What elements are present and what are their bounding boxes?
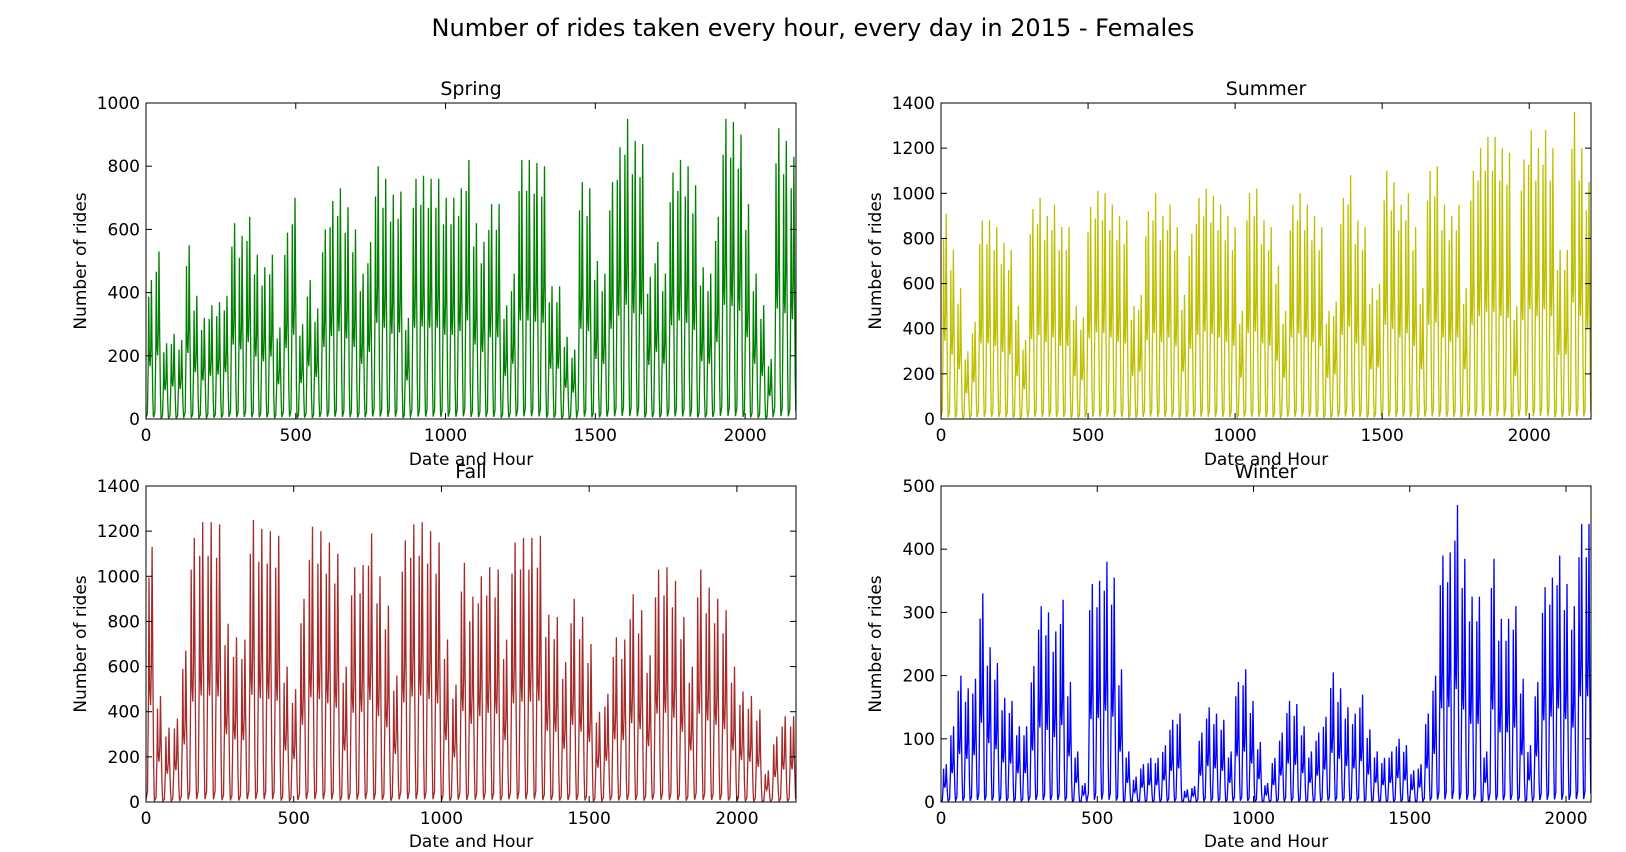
chart-summer-ytick-label: 200 [903, 365, 935, 385]
chart-spring-xtick-label: 1500 [574, 426, 617, 446]
chart-fall-xtick-label: 0 [141, 809, 152, 829]
chart-winter-frame [940, 485, 1592, 803]
chart-summer-ytick-label: 0 [924, 410, 935, 430]
chart-fall-ylabel: Number of rides [71, 575, 91, 712]
chart-spring-ytick-label: 600 [108, 220, 140, 240]
chart-winter-xtick-label: 1000 [1232, 809, 1275, 829]
chart-fall-ytick-label: 800 [108, 612, 140, 632]
chart-spring-title: Spring [440, 78, 501, 100]
chart-summer-ytick-label: 400 [903, 320, 935, 340]
chart-summer-xtick-label: 0 [936, 426, 947, 446]
chart-fall-title: Fall [455, 461, 486, 483]
chart-fall-series-line [146, 519, 796, 802]
chart-fall-ytick-label: 1200 [97, 522, 140, 542]
chart-spring-frame [145, 102, 797, 420]
chart-summer: Summer Date and Hour Number of rides 0 50… [866, 78, 1592, 470]
chart-winter-ytick-label: 100 [903, 730, 935, 750]
chart-fall-xtick-label: 1000 [420, 809, 463, 829]
chart-fall-ytick-label: 400 [108, 703, 140, 723]
chart-winter-series-line [941, 504, 1591, 802]
chart-fall-frame [145, 485, 797, 803]
chart-fall: Fall Date and Hour Number of rides 0 500 1… [71, 461, 797, 852]
chart-fall-xtick-label: 1500 [568, 809, 611, 829]
chart-summer-ytick-label: 600 [903, 275, 935, 295]
chart-spring-ytick-label: 200 [108, 347, 140, 367]
chart-fall-ytick-label: 1000 [97, 567, 140, 587]
chart-spring-xtick-label: 2000 [723, 426, 766, 446]
chart-summer-xtick-label: 1000 [1213, 426, 1256, 446]
chart-spring-xlabel: Date and Hour [409, 450, 533, 470]
chart-winter-xlabel: Date and Hour [1204, 832, 1328, 852]
chart-summer-ytick-label: 1400 [892, 94, 935, 114]
chart-summer-ytick-label: 1000 [892, 184, 935, 204]
chart-winter-ytick-label: 200 [903, 667, 935, 687]
chart-summer-series-line [941, 111, 1591, 419]
chart-summer-ytick-label: 800 [903, 229, 935, 249]
chart-spring-ytick-label: 400 [108, 284, 140, 304]
chart-fall-xtick-label: 500 [278, 809, 310, 829]
chart-spring-ytick-label: 800 [108, 157, 140, 177]
chart-spring-ytick-label: 0 [129, 410, 140, 430]
chart-fall-ytick-label: 200 [108, 748, 140, 768]
chart-winter-xtick-label: 2000 [1544, 809, 1587, 829]
figure-title: Number of rides taken every hour, every … [432, 14, 1195, 42]
chart-spring-ytick-label: 1000 [97, 94, 140, 114]
chart-summer-xtick-label: 500 [1072, 426, 1104, 446]
chart-spring-series-line [146, 118, 796, 419]
chart-winter-ylabel: Number of rides [866, 575, 886, 712]
chart-winter-ytick-label: 0 [924, 793, 935, 813]
chart-fall-xlabel: Date and Hour [409, 832, 533, 852]
chart-winter-xtick-label: 500 [1081, 809, 1113, 829]
chart-spring-xtick-label: 0 [141, 426, 152, 446]
chart-fall-xtick-label: 2000 [715, 809, 758, 829]
chart-winter-xtick-label: 1500 [1388, 809, 1431, 829]
chart-fall-ytick-label: 600 [108, 658, 140, 678]
chart-winter-ytick-label: 500 [903, 477, 935, 497]
chart-winter: Winter Date and Hour Number of rides 0 50… [866, 461, 1592, 852]
chart-winter-xtick-label: 0 [936, 809, 947, 829]
chart-fall-ytick-label: 1400 [97, 477, 140, 497]
chart-fall-ytick-label: 0 [129, 793, 140, 813]
chart-summer-xtick-label: 2000 [1508, 426, 1551, 446]
chart-spring-xtick-label: 1000 [424, 426, 467, 446]
chart-summer-frame [940, 102, 1592, 420]
chart-spring-xtick-label: 500 [280, 426, 312, 446]
chart-winter-title: Winter [1235, 461, 1298, 483]
chart-summer-ytick-label: 1200 [892, 139, 935, 159]
chart-spring-ylabel: Number of rides [71, 192, 91, 329]
chart-summer-xlabel: Date and Hour [1204, 450, 1328, 470]
chart-summer-ylabel: Number of rides [866, 192, 886, 329]
chart-winter-ytick-label: 300 [903, 603, 935, 623]
chart-winter-ytick-label: 400 [903, 540, 935, 560]
chart-summer-title: Summer [1226, 78, 1307, 100]
chart-summer-xtick-label: 1500 [1361, 426, 1404, 446]
chart-spring: Spring Date and Hour Number of rides 0 50… [71, 78, 797, 470]
